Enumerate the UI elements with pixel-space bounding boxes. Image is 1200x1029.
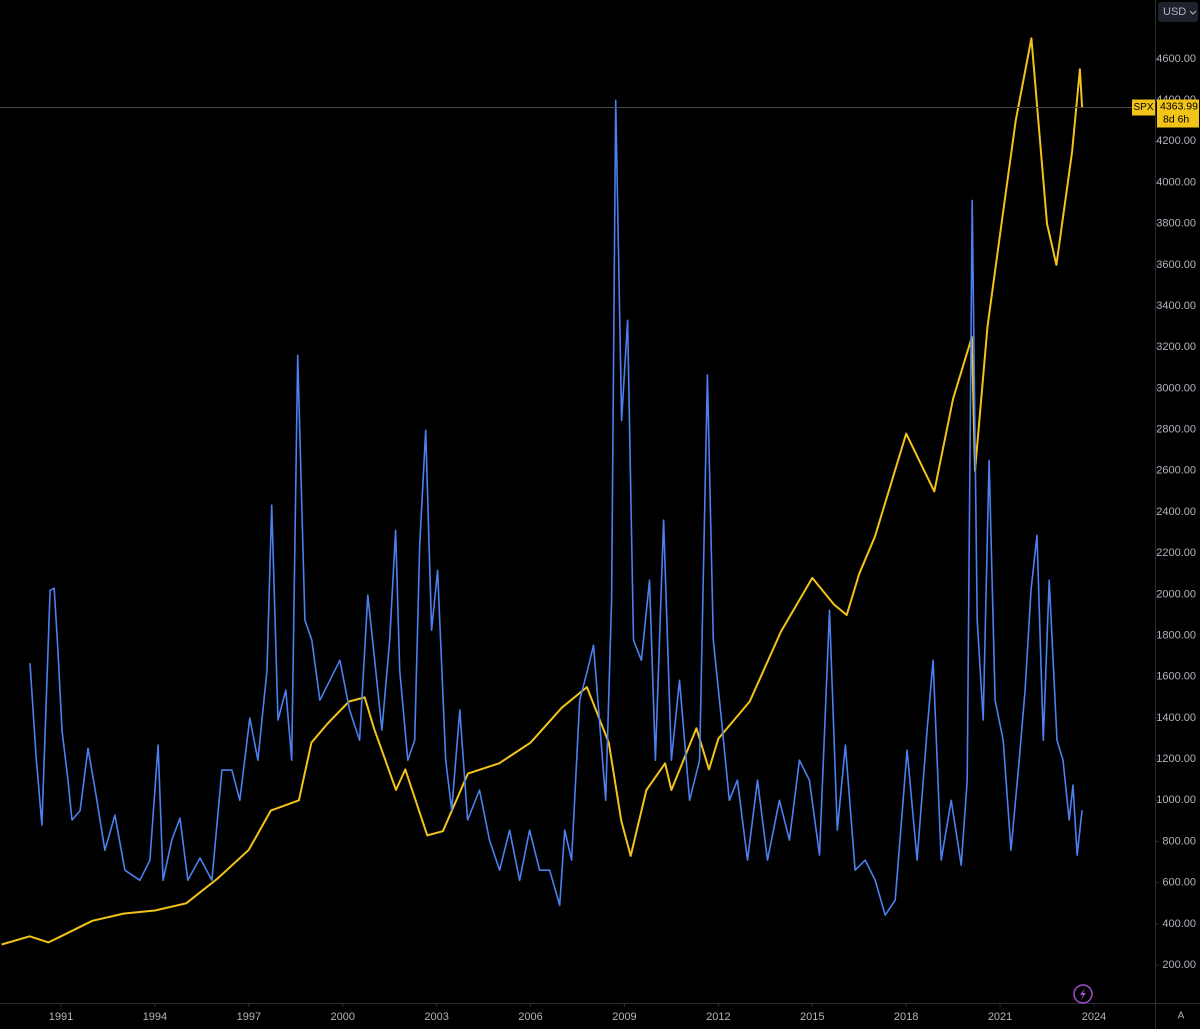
y-tick-label: 1000.00 bbox=[1156, 794, 1196, 806]
x-tick-label: 2003 bbox=[424, 1011, 448, 1023]
x-tick-label: 1991 bbox=[49, 1011, 73, 1023]
y-tick-label: 800.00 bbox=[1162, 835, 1196, 847]
y-tick-label: 3800.00 bbox=[1156, 218, 1196, 230]
y-tick-label: 4000.00 bbox=[1156, 176, 1196, 188]
y-tick-label: 2600.00 bbox=[1156, 465, 1196, 477]
series-name-label: SPX bbox=[1133, 102, 1153, 113]
y-tick-label: 1400.00 bbox=[1156, 712, 1196, 724]
countdown-label: 8d 6h bbox=[1163, 113, 1189, 125]
y-tick-label: 2400.00 bbox=[1156, 506, 1196, 518]
lightning-icon bbox=[1080, 988, 1086, 1000]
y-tick-label: 1200.00 bbox=[1156, 753, 1196, 765]
x-tick-label: 2018 bbox=[894, 1011, 918, 1023]
y-tick-label: 2200.00 bbox=[1156, 547, 1196, 559]
x-tick-label: 2021 bbox=[988, 1011, 1012, 1023]
last-price-box bbox=[1157, 99, 1199, 128]
x-tick-label: 2009 bbox=[612, 1011, 636, 1023]
currency-caret bbox=[1189, 10, 1197, 15]
y-tick-label: 1800.00 bbox=[1156, 629, 1196, 641]
x-tick-label: 2000 bbox=[331, 1011, 355, 1023]
scale-label: A bbox=[1178, 1011, 1185, 1022]
x-tick-label: 2006 bbox=[518, 1011, 542, 1023]
y-tick-label: 1600.00 bbox=[1156, 671, 1196, 683]
y-tick-label: 200.00 bbox=[1162, 959, 1196, 971]
x-tick-label: 2012 bbox=[706, 1011, 730, 1023]
y-tick-label: 4600.00 bbox=[1156, 53, 1196, 65]
y-tick-label: 2800.00 bbox=[1156, 424, 1196, 436]
lightning-circle bbox=[1073, 984, 1093, 1004]
currency-label: USD bbox=[1163, 6, 1186, 18]
y-tick-label: 3400.00 bbox=[1156, 300, 1196, 312]
y-tick-label: 600.00 bbox=[1162, 877, 1196, 889]
last-price-label: 4363.99 bbox=[1160, 100, 1198, 112]
y-tick-label: 4200.00 bbox=[1156, 135, 1196, 147]
y-tick-label: 2000.00 bbox=[1156, 588, 1196, 600]
x-tick-label: 2015 bbox=[800, 1011, 824, 1023]
y-tick-label: 400.00 bbox=[1162, 918, 1196, 930]
currency-button[interactable]: USD bbox=[1158, 2, 1198, 22]
series-name-box bbox=[1132, 99, 1155, 116]
currency-box bbox=[1158, 2, 1198, 22]
x-tick-label: 1997 bbox=[237, 1011, 261, 1023]
lightning-button[interactable] bbox=[1073, 984, 1093, 1004]
y-tick-label: 3000.00 bbox=[1156, 382, 1196, 394]
y-tick-label: 3600.00 bbox=[1156, 259, 1196, 271]
series-line bbox=[29, 99, 1083, 916]
x-tick-label: 1994 bbox=[143, 1011, 167, 1023]
y-tick-label: 3200.00 bbox=[1156, 341, 1196, 353]
x-tick-label: 2024 bbox=[1082, 1011, 1106, 1023]
scale-button[interactable]: A bbox=[1178, 1011, 1185, 1022]
